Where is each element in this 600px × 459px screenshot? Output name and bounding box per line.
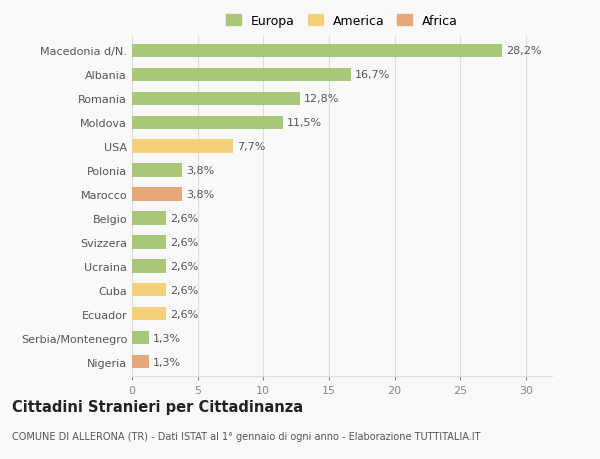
Bar: [132, 260, 166, 273]
Bar: [132, 355, 149, 369]
Bar: [132, 212, 166, 225]
Legend: Europa, America, Africa: Europa, America, Africa: [221, 10, 463, 33]
Text: 1,3%: 1,3%: [153, 357, 181, 367]
Bar: [132, 284, 166, 297]
Text: 3,8%: 3,8%: [186, 190, 214, 200]
Text: 2,6%: 2,6%: [170, 309, 199, 319]
Text: 2,6%: 2,6%: [170, 213, 199, 224]
Text: COMUNE DI ALLERONA (TR) - Dati ISTAT al 1° gennaio di ogni anno - Elaborazione T: COMUNE DI ALLERONA (TR) - Dati ISTAT al …: [12, 431, 481, 442]
Bar: [132, 92, 300, 106]
Text: 2,6%: 2,6%: [170, 261, 199, 271]
Bar: [132, 308, 166, 321]
Bar: [132, 116, 283, 129]
Text: 2,6%: 2,6%: [170, 237, 199, 247]
Text: 2,6%: 2,6%: [170, 285, 199, 295]
Bar: [132, 331, 149, 345]
Bar: [132, 188, 182, 201]
Text: 16,7%: 16,7%: [355, 70, 391, 80]
Text: 1,3%: 1,3%: [153, 333, 181, 343]
Text: Cittadini Stranieri per Cittadinanza: Cittadini Stranieri per Cittadinanza: [12, 399, 303, 414]
Bar: [132, 140, 233, 153]
Bar: [132, 164, 182, 177]
Bar: [132, 68, 351, 82]
Bar: [132, 236, 166, 249]
Text: 12,8%: 12,8%: [304, 94, 340, 104]
Text: 7,7%: 7,7%: [237, 142, 265, 152]
Bar: [132, 45, 502, 58]
Text: 3,8%: 3,8%: [186, 166, 214, 176]
Text: 11,5%: 11,5%: [287, 118, 322, 128]
Text: 28,2%: 28,2%: [506, 46, 542, 56]
